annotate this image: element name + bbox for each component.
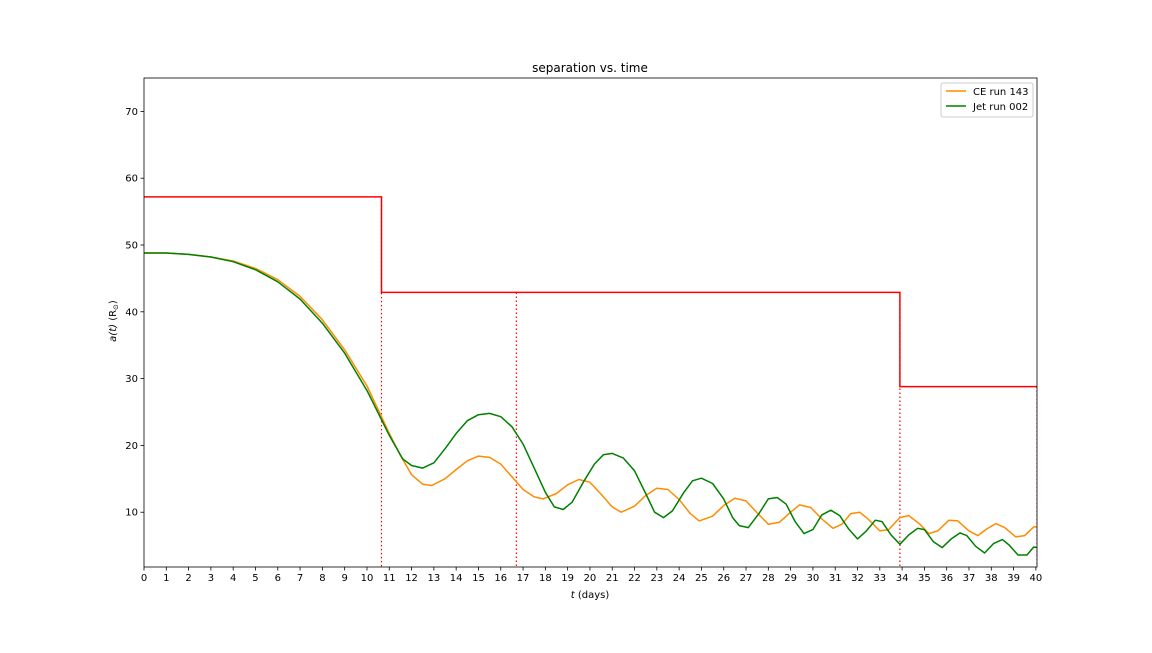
x-tick-label: 9 [341,573,347,584]
x-tick-label: 6 [275,573,281,584]
x-tick-label: 23 [650,573,663,584]
y-tick-label: 20 [125,441,138,452]
y-tick-label: 40 [125,307,138,318]
legend: CE run 143 Jet run 002 [940,82,1034,118]
x-tick-label: 24 [673,573,686,584]
y-axis-label-unit: (R [108,310,119,324]
y-axis-label-close: ) [108,300,119,304]
y-tick-label: 70 [125,107,138,118]
x-axis-label-var: t [571,590,576,601]
x-tick-label: 4 [230,573,236,584]
x-tick-label: 35 [918,573,931,584]
x-tick-label: 27 [740,573,753,584]
x-tick-label: 10 [361,573,374,584]
chart-title: separation vs. time [532,61,648,75]
x-tick-label: 34 [896,573,909,584]
y-tick-label: 30 [125,374,138,385]
x-tick-label: 38 [985,573,998,584]
plot-area [144,196,1037,567]
x-tick-label: 14 [450,573,463,584]
plot-clipped-group [144,196,1037,567]
x-tick-label: 32 [851,573,864,584]
x-tick-label: 36 [940,573,953,584]
x-tick-label: 7 [297,573,303,584]
x-tick-label: 16 [494,573,507,584]
x-tick-label: 25 [695,573,708,584]
y-tick-label: 60 [125,174,138,185]
x-tick-label: 30 [807,573,820,584]
x-tick-label: 1 [163,573,169,584]
x-tick-label: 21 [606,573,619,584]
y-axis-label: a(t) (R⊙) [108,300,120,342]
x-tick-label: 33 [873,573,886,584]
x-tick-label: 20 [584,573,597,584]
x-tick-label: 26 [717,573,730,584]
x-axis-label: t (days) [571,590,610,601]
x-tick-label: 31 [829,573,842,584]
x-tick-label: 37 [963,573,976,584]
legend-label-jet-run-002: Jet run 002 [972,102,1028,113]
y-tick-label: 50 [125,241,138,252]
x-tick-label: 5 [252,573,258,584]
x-tick-label: 40 [1030,573,1043,584]
y-tick-label: 10 [125,508,138,519]
y-axis-label-sun-symbol: ⊙ [112,304,120,310]
x-axis-label-unit: (days) [575,590,610,601]
x-tick-label: 17 [517,573,530,584]
x-tick-label: 13 [427,573,440,584]
x-tick-label: 11 [383,573,396,584]
x-tick-label: 0 [141,573,147,584]
x-tick-label: 8 [319,573,325,584]
x-tick-label: 28 [762,573,775,584]
x-tick-label: 12 [405,573,418,584]
x-tick-label: 29 [784,573,797,584]
x-tick-label: 3 [208,573,214,584]
x-tick-label: 19 [561,573,574,584]
x-tick-label: 18 [539,573,552,584]
series-line-jet-run-002 [144,252,1037,556]
x-tick-label: 2 [185,573,191,584]
x-tick-label: 22 [628,573,641,584]
x-tick-label: 15 [472,573,485,584]
axes: 0 1 2 3 4 5 6 7 8 9 10 11 12 13 14 15 16 17 18 19 20 21 22 23 24… [125,77,1043,584]
axes-frame [143,77,1038,568]
y-axis-label-var: a(t) [108,324,119,342]
legend-label-ce-run-143: CE run 143 [973,87,1029,98]
series-step-line [144,196,1037,388]
x-tick-label: 39 [1007,573,1020,584]
